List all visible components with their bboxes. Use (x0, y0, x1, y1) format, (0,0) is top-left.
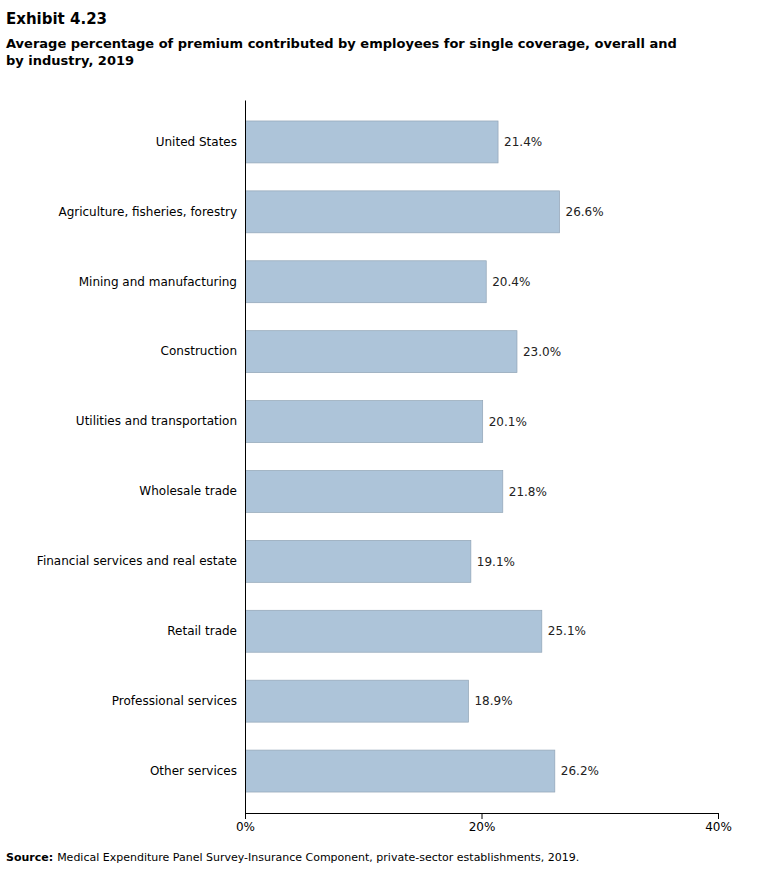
y-axis-line (245, 101, 246, 814)
x-tick: 0% (236, 813, 255, 834)
y-tick-label: Construction (161, 344, 237, 358)
x-tick-label: 40% (705, 820, 732, 834)
y-tick-label: Financial services and real estate (37, 554, 237, 568)
y-tick: Agriculture, fisheries, forestry (58, 205, 245, 219)
x-tick-label: 20% (469, 820, 496, 834)
x-tick: 40% (705, 813, 732, 834)
subtitle: Average percentage of premium contribute… (6, 36, 677, 68)
y-tick: United States (156, 135, 245, 149)
bar (245, 680, 468, 722)
x-tick: 20% (469, 813, 496, 834)
data-label: 18.9% (474, 694, 512, 708)
bar (245, 610, 542, 652)
chart-svg: Exhibit 4.23 Average percentage of premiu… (0, 0, 758, 883)
bar (245, 191, 560, 233)
y-tick: Construction (161, 344, 245, 358)
bar (245, 331, 517, 373)
source-label: Source: (6, 851, 53, 864)
y-tick-label: Professional services (112, 694, 237, 708)
bar (245, 261, 486, 303)
y-tick-label: Mining and manufacturing (79, 275, 237, 289)
data-label: 23.0% (523, 345, 561, 359)
y-tick: Financial services and real estate (37, 554, 245, 568)
title: Exhibit 4.23 (6, 10, 107, 28)
subtitle-line: by industry, 2019 (6, 53, 134, 68)
y-tick: Wholesale trade (139, 484, 245, 498)
subtitle-line: Average percentage of premium contribute… (6, 36, 677, 51)
x-axis-line (246, 814, 719, 820)
source-text: Medical Expenditure Panel Survey-Insuran… (57, 851, 579, 864)
data-label: 20.1% (489, 415, 527, 429)
data-label: 19.1% (477, 555, 515, 569)
y-tick-label: Agriculture, fisheries, forestry (58, 205, 237, 219)
y-tick-label: Retail trade (167, 624, 237, 638)
plot: 0% 20% 40% United States Agriculture, fisher… (37, 101, 732, 834)
y-tick-label: Other services (150, 764, 237, 778)
data-label: 25.1% (548, 624, 586, 638)
y-tick: Professional services (112, 694, 245, 708)
data-label: 21.8% (509, 485, 547, 499)
data-label: 26.2% (561, 764, 599, 778)
x-tick-mark (245, 813, 246, 819)
x-tick-label: 0% (236, 820, 255, 834)
y-tick: Retail trade (167, 624, 245, 638)
bar (245, 401, 483, 443)
y-tick-label: United States (156, 135, 237, 149)
y-tick: Utilities and transportation (76, 414, 245, 428)
data-labels: 21.4% 26.6% 20.4% 23.0% 20.1% 21.8% 19.1% 25.1%… (474, 135, 603, 778)
y-tick-label: Wholesale trade (139, 484, 237, 498)
bar (245, 540, 471, 582)
y-tick-label: Utilities and transportation (76, 414, 237, 428)
x-axis: 0% 20% 40% (236, 813, 732, 834)
data-label: 21.4% (504, 135, 542, 149)
data-label: 20.4% (492, 275, 530, 289)
x-tick-mark (482, 813, 483, 819)
y-tick: Mining and manufacturing (79, 275, 245, 289)
y-tick: Other services (150, 764, 245, 778)
y-axis: United States Agriculture, fisheries, for… (37, 101, 246, 814)
bar (245, 121, 498, 163)
bar (245, 750, 555, 792)
x-tick-mark (718, 813, 719, 819)
bars (245, 121, 560, 792)
data-label: 26.6% (566, 205, 604, 219)
bar (245, 470, 503, 512)
